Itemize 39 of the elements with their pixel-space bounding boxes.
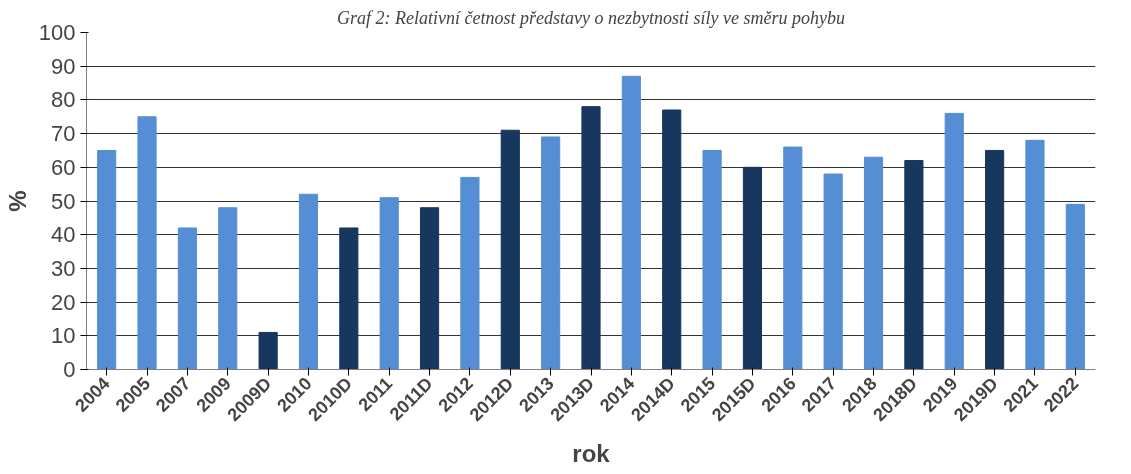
bar [379, 197, 399, 370]
bar [258, 331, 278, 370]
y-tick-label: 80 [51, 87, 76, 113]
bar [419, 207, 440, 370]
bar [621, 75, 641, 370]
y-tick-label: 40 [51, 222, 76, 248]
x-axis-title: rok [572, 440, 611, 468]
bar [1025, 139, 1045, 370]
y-tick-label: 70 [51, 121, 76, 147]
bar [1065, 203, 1085, 370]
y-tick-label: 60 [51, 154, 76, 180]
bar [863, 156, 884, 370]
bar [339, 227, 359, 370]
bar [298, 193, 319, 370]
chart-title: Graf 2: Relativní četnost představy o nezbytnosti síly ve směru pohybu [337, 7, 845, 28]
bar [904, 160, 924, 370]
bar [460, 176, 480, 370]
bar [662, 109, 682, 370]
bar [581, 106, 601, 370]
bar [218, 207, 238, 370]
bar [783, 146, 803, 370]
bar [944, 112, 964, 370]
bar [137, 116, 157, 370]
y-tick-label: 30 [51, 255, 76, 281]
bar [985, 149, 1005, 370]
y-tick-label: 50 [51, 188, 76, 214]
y-axis-title: % [3, 190, 31, 212]
y-tick-label: 90 [51, 53, 76, 79]
bar [742, 166, 763, 370]
bar [177, 227, 197, 370]
y-tick-label: 10 [51, 323, 76, 349]
bar [97, 149, 117, 370]
y-tick-label: 100 [38, 20, 76, 45]
bar [702, 149, 722, 370]
bar [823, 173, 843, 370]
bar [500, 129, 520, 370]
bar [541, 136, 561, 370]
y-tick-label: 0 [63, 357, 76, 382]
y-tick-label: 20 [51, 289, 76, 315]
